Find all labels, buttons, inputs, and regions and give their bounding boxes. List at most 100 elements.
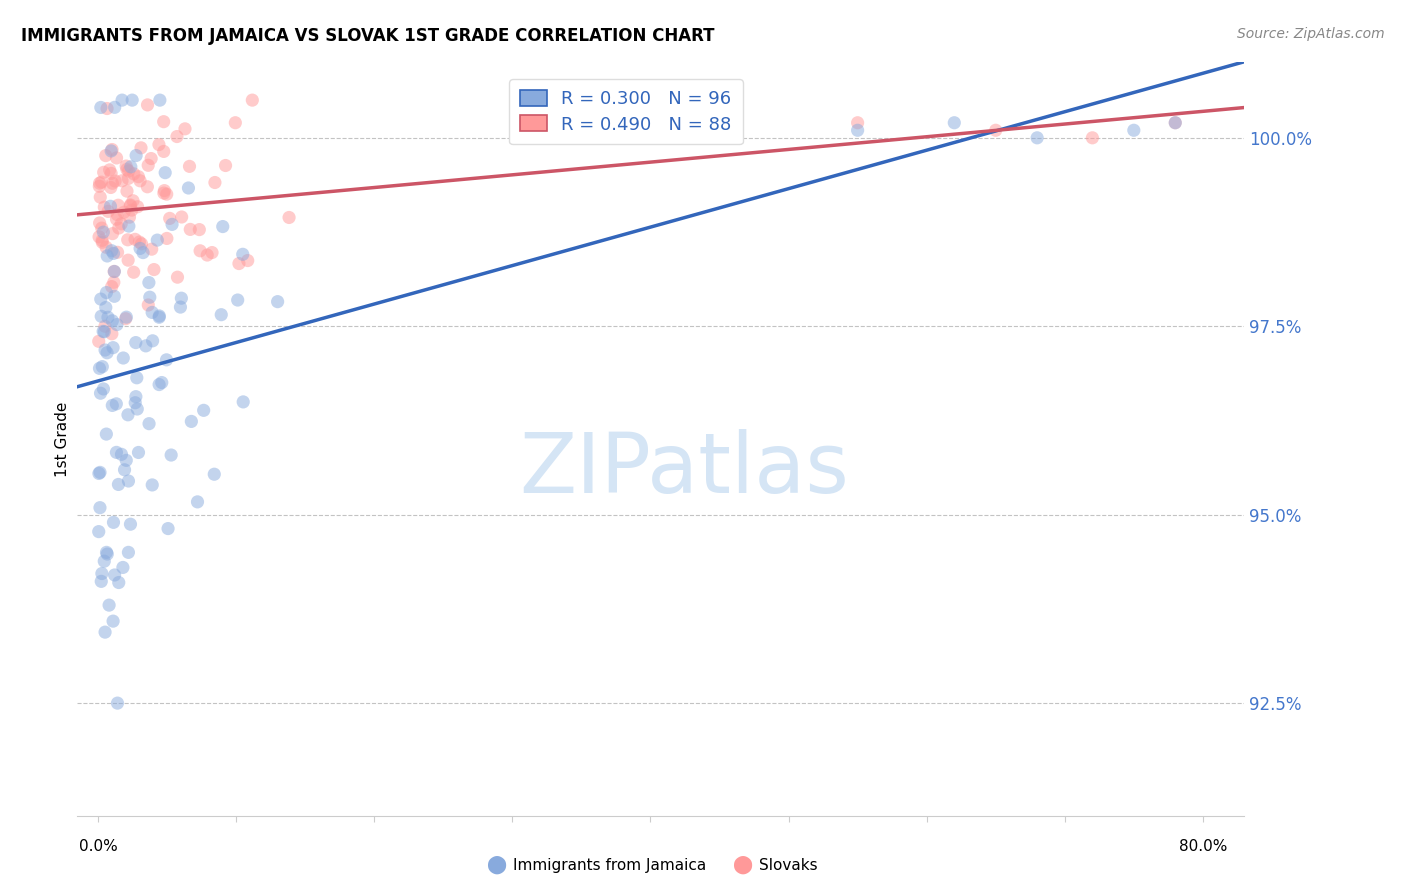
- Point: [943, 116, 966, 130]
- Point: [186, 495, 208, 509]
- Point: [278, 211, 301, 225]
- Point: [122, 167, 145, 181]
- Point: [128, 235, 150, 249]
- Point: [103, 246, 125, 260]
- Point: [153, 166, 176, 180]
- Point: [232, 247, 254, 261]
- Point: [141, 305, 163, 319]
- Point: [141, 152, 163, 166]
- Point: [91, 359, 114, 374]
- Point: [240, 93, 263, 107]
- Point: [124, 232, 146, 246]
- Point: [201, 245, 224, 260]
- Point: [115, 453, 138, 467]
- Point: [117, 164, 139, 178]
- Point: [150, 376, 173, 390]
- Point: [129, 242, 152, 256]
- Point: [193, 403, 215, 417]
- Point: [120, 199, 142, 213]
- Point: [117, 233, 139, 247]
- Point: [112, 205, 135, 219]
- Point: [105, 208, 128, 222]
- Point: [180, 414, 202, 428]
- Point: [148, 137, 170, 152]
- Point: [117, 171, 139, 186]
- Point: [129, 174, 152, 188]
- Point: [159, 211, 181, 226]
- Point: [111, 560, 134, 574]
- Point: [89, 179, 111, 194]
- Text: IMMIGRANTS FROM JAMAICA VS SLOVAK 1ST GRADE CORRELATION CHART: IMMIGRANTS FROM JAMAICA VS SLOVAK 1ST GR…: [21, 27, 714, 45]
- Point: [179, 222, 201, 236]
- Point: [94, 301, 117, 315]
- Point: [104, 174, 127, 188]
- Point: [136, 98, 159, 112]
- Point: [152, 145, 174, 159]
- Point: [114, 311, 136, 326]
- Point: [266, 294, 288, 309]
- Point: [94, 625, 117, 640]
- Point: [127, 402, 149, 417]
- Point: [120, 517, 142, 532]
- Point: [89, 386, 111, 401]
- Point: [103, 264, 125, 278]
- Text: 80.0%: 80.0%: [1178, 838, 1227, 854]
- Point: [89, 190, 111, 204]
- Point: [226, 293, 249, 307]
- Point: [232, 395, 254, 409]
- Point: [96, 545, 118, 559]
- Point: [101, 326, 124, 341]
- Point: [100, 199, 122, 213]
- Point: [166, 129, 188, 144]
- Point: [107, 245, 129, 260]
- Point: [105, 151, 128, 165]
- Point: [117, 545, 139, 559]
- Point: [146, 233, 169, 247]
- Point: [120, 160, 142, 174]
- Point: [101, 399, 124, 413]
- Point: [128, 445, 150, 459]
- Point: [87, 230, 110, 244]
- Point: [101, 341, 124, 355]
- Point: [96, 547, 118, 561]
- Point: [93, 165, 115, 179]
- Point: [93, 554, 115, 568]
- Point: [87, 524, 110, 539]
- Point: [107, 198, 129, 212]
- Point: [131, 236, 153, 251]
- Point: [112, 351, 135, 365]
- Point: [174, 121, 197, 136]
- Text: ⬤: ⬤: [733, 856, 752, 874]
- Point: [115, 184, 138, 198]
- Point: [155, 352, 177, 367]
- Point: [100, 144, 122, 158]
- Point: [90, 292, 112, 306]
- Point: [153, 186, 176, 200]
- Point: [111, 174, 134, 188]
- Point: [143, 262, 166, 277]
- Point: [115, 310, 138, 325]
- Point: [96, 102, 118, 116]
- Point: [122, 194, 145, 208]
- Point: [110, 447, 132, 461]
- Point: [94, 148, 117, 162]
- Point: [188, 244, 211, 258]
- Point: [90, 175, 112, 189]
- Point: [121, 203, 143, 218]
- Point: [148, 309, 170, 323]
- Point: [94, 319, 117, 334]
- Point: [105, 212, 128, 227]
- Point: [118, 219, 141, 234]
- Point: [87, 334, 110, 349]
- Point: [846, 116, 869, 130]
- Point: [90, 100, 112, 114]
- Point: [111, 93, 134, 107]
- Point: [117, 474, 139, 488]
- Point: [90, 566, 112, 581]
- Point: [100, 244, 122, 258]
- Point: [169, 300, 191, 314]
- Point: [127, 169, 149, 184]
- Point: [101, 614, 124, 628]
- Point: [101, 143, 124, 157]
- Point: [170, 210, 193, 224]
